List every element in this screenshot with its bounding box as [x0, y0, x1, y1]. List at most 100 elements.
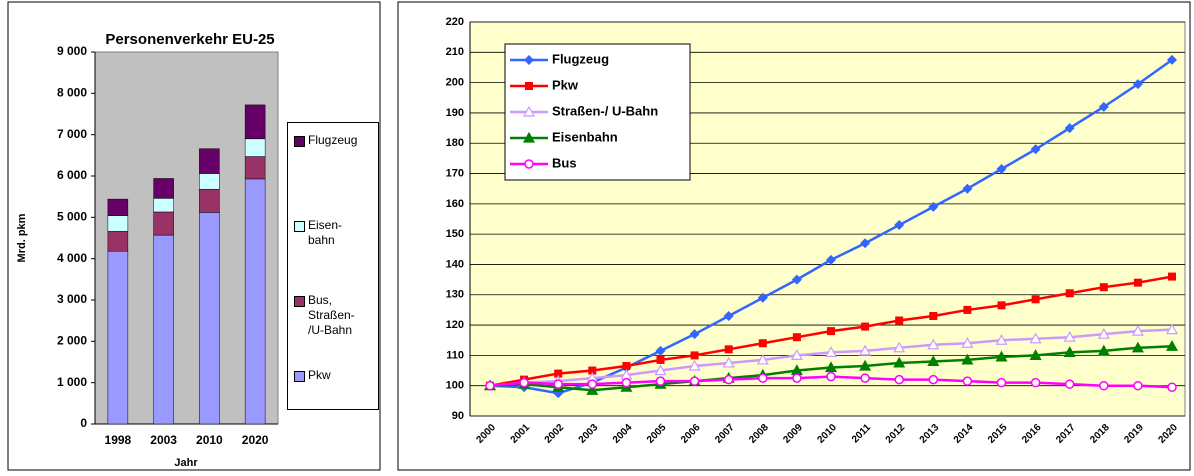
point	[1097, 327, 1110, 339]
point	[485, 380, 495, 391]
bar-segment	[199, 188, 220, 213]
y-tick-label: 110	[446, 349, 464, 361]
point	[621, 377, 632, 388]
legend-label: Pkw	[552, 77, 579, 92]
point	[1064, 379, 1075, 389]
point	[928, 374, 939, 385]
y-tick-label: 4 000	[57, 251, 87, 265]
bar-segment	[107, 198, 129, 216]
bar-segment	[199, 173, 220, 190]
point	[758, 339, 767, 348]
point	[826, 371, 836, 382]
legend-item: Bus, Straßen-/U-Bahn	[294, 293, 372, 338]
point	[723, 374, 734, 385]
bar-segment	[107, 250, 129, 425]
legend-label: Flugzeug	[552, 51, 609, 66]
legend-item: Flugzeug	[294, 133, 372, 148]
y-axis-title: Mrd. pkm	[16, 213, 28, 262]
y-tick-label: 0	[80, 416, 87, 430]
legend-label: Bus	[552, 155, 577, 170]
point	[689, 376, 700, 386]
point	[895, 316, 904, 325]
legend-label: Eisenbahn	[552, 129, 618, 144]
legend-label: Pkw	[308, 368, 331, 382]
point	[997, 301, 1006, 310]
x-tick-label: 2010	[196, 433, 223, 447]
point	[961, 353, 974, 365]
point	[586, 384, 599, 395]
point	[1131, 324, 1144, 336]
point	[689, 329, 700, 340]
point	[1064, 123, 1075, 134]
point	[996, 163, 1007, 174]
point	[1099, 380, 1109, 391]
legend-marker	[522, 105, 536, 117]
legend-label: Eisen-bahn	[308, 218, 343, 247]
y-tick-label: 180	[446, 137, 464, 149]
point	[859, 359, 872, 371]
point	[1131, 341, 1144, 353]
y-tick-label: 1 000	[57, 375, 87, 389]
point	[790, 349, 803, 360]
point	[553, 379, 563, 389]
point	[824, 346, 838, 357]
point	[758, 373, 768, 383]
x-tick-label: 1998	[105, 433, 132, 447]
point	[791, 274, 802, 285]
legend-marker	[524, 55, 534, 65]
point	[962, 376, 973, 386]
point	[861, 322, 870, 331]
point	[690, 351, 699, 360]
point	[961, 337, 974, 348]
point	[724, 345, 733, 354]
y-tick-label: 5 000	[57, 210, 87, 224]
point	[1133, 380, 1143, 391]
bar-segment	[244, 138, 266, 157]
point	[656, 355, 665, 364]
legend-swatch	[294, 371, 305, 382]
point	[996, 377, 1007, 388]
point	[723, 310, 734, 321]
bar-segment	[244, 156, 266, 180]
chart-title: Personenverkehr EU-25	[105, 31, 274, 48]
point	[929, 311, 938, 320]
point	[1098, 101, 1109, 112]
y-tick-label: 90	[452, 410, 464, 422]
point	[927, 355, 940, 367]
point	[893, 356, 906, 368]
bar-segment	[153, 198, 174, 213]
y-tick-label: 170	[446, 167, 464, 179]
point	[554, 369, 563, 378]
bar-segment	[153, 178, 174, 199]
point	[655, 345, 666, 356]
point	[1063, 346, 1076, 357]
point	[1030, 377, 1041, 388]
bar-segment	[244, 178, 266, 425]
point	[1031, 295, 1040, 304]
y-tick-label: 100	[446, 380, 464, 392]
y-tick-label: 130	[446, 289, 464, 301]
point	[859, 344, 872, 356]
point	[756, 353, 769, 365]
y-tick-label: 3 000	[57, 292, 87, 306]
point	[1167, 54, 1177, 65]
legend-marker	[522, 131, 536, 143]
legend-marker	[524, 159, 534, 169]
point	[1165, 323, 1179, 335]
point	[688, 359, 701, 371]
x-tick-label: 2003	[150, 433, 177, 447]
x-tick-label: 2020	[242, 433, 269, 447]
point	[860, 373, 870, 383]
y-tick-label: 220	[446, 16, 464, 28]
point	[826, 254, 836, 265]
point	[757, 292, 768, 303]
point	[824, 361, 838, 373]
point	[1029, 349, 1042, 360]
bar-segment	[107, 231, 129, 252]
point	[1133, 278, 1142, 287]
point	[654, 364, 667, 376]
point	[792, 373, 802, 383]
legend: Flugzeug Pkw Straßen-/ U-Bahn Eisenbahn Bus	[504, 43, 691, 181]
